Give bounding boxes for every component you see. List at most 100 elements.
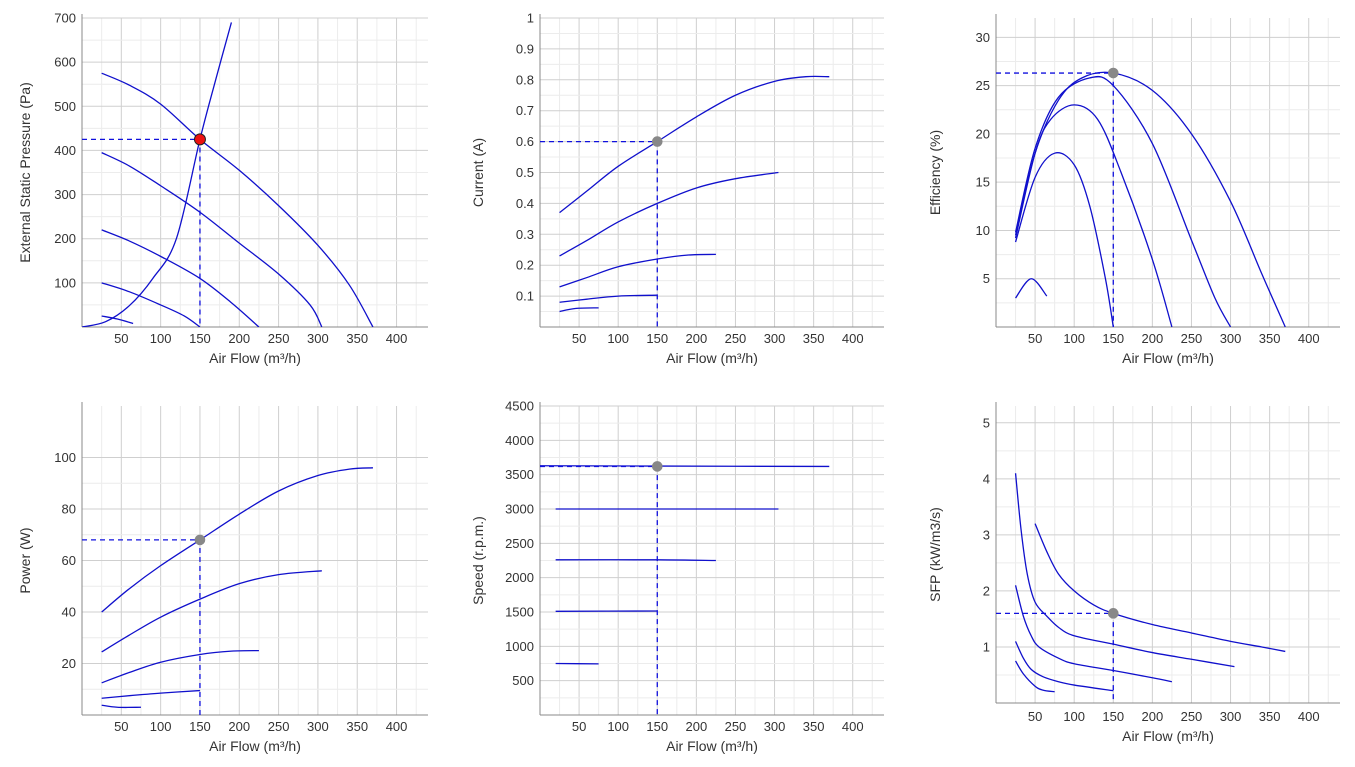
y-tick-label: 0.4: [516, 196, 534, 211]
y-axis-title: Current (A): [470, 138, 486, 207]
y-tick-label: 15: [976, 175, 990, 190]
series-line-2: [559, 171, 779, 257]
y-tick-label: 80: [62, 502, 76, 517]
y-tick-label: 3500: [505, 467, 534, 482]
y-tick-label: 40: [62, 605, 76, 620]
x-tick-label: 150: [646, 331, 668, 346]
x-tick-label: 200: [1142, 331, 1164, 346]
y-tick-label: 4: [983, 471, 990, 486]
y-tick-label: 0.6: [516, 134, 534, 149]
x-tick-label: 100: [150, 331, 172, 346]
y-tick-label: 0.8: [516, 72, 534, 87]
x-tick-label: 150: [646, 719, 668, 734]
x-tick-label: 350: [1259, 709, 1281, 724]
series-line-3: [101, 649, 259, 684]
series-line-2: [1014, 473, 1235, 668]
x-tick-label: 250: [1181, 709, 1203, 724]
series-line-5: [1014, 660, 1055, 693]
y-tick-label: 2500: [505, 536, 534, 551]
y-tick-label: 300: [54, 187, 76, 202]
y-tick-label: 500: [512, 673, 534, 688]
x-tick-label: 250: [268, 719, 290, 734]
x-tick-label: 400: [1298, 331, 1320, 346]
operating-point-marker[interactable]: [651, 461, 663, 472]
series-line-1: [1034, 523, 1286, 653]
y-tick-label: 10: [976, 223, 990, 238]
chart-4: 50 100 150 200 250 300 350 400 20 40 60 80 100 Air Fl…: [17, 402, 428, 754]
series-line-1: [559, 75, 830, 214]
series-line-5: [101, 315, 134, 325]
operating-point-marker[interactable]: [651, 136, 663, 147]
series-line-4: [1014, 641, 1114, 692]
x-tick-label: 350: [346, 719, 368, 734]
x-tick-label: 350: [346, 331, 368, 346]
x-tick-label: 250: [725, 719, 747, 734]
operating-point-marker[interactable]: [193, 133, 206, 146]
x-tick-label: 400: [386, 719, 408, 734]
y-tick-label: 200: [54, 231, 76, 246]
x-tick-label: 300: [764, 719, 786, 734]
operating-point-marker[interactable]: [1107, 608, 1119, 619]
x-axis-title: Air Flow (m³/h): [1122, 350, 1214, 366]
y-tick-label: 0.3: [516, 227, 534, 242]
series-line-3: [1014, 104, 1173, 327]
x-tick-label: 200: [228, 331, 250, 346]
y-tick-label: 1: [527, 11, 534, 26]
x-tick-label: 200: [1142, 709, 1164, 724]
series-line-1: [101, 72, 374, 327]
x-tick-label: 200: [686, 331, 708, 346]
x-tick-label: 400: [842, 719, 864, 734]
chart-2: 50 100 150 200 250 300 350 400 0.1 0.2 0.3 0.4 0.5 0.…: [470, 11, 884, 366]
chart-3: 50 100 150 200 250 300 350 400 5 10 15 20 25 30 Air Fl…: [927, 14, 1340, 366]
x-tick-label: 150: [1102, 331, 1124, 346]
y-tick-label: 1500: [505, 605, 534, 620]
y-axis-title: SFP (kW/m3/s): [927, 507, 943, 602]
x-tick-label: 100: [607, 331, 629, 346]
x-tick-label: 250: [268, 331, 290, 346]
series-line-3: [101, 229, 260, 327]
x-tick-label: 50: [1028, 331, 1042, 346]
chart-6: 50 100 150 200 250 300 350 400 1 2 3 4 5 Air Flow (m³…: [927, 402, 1340, 744]
x-axis-title: Air Flow (m³/h): [209, 738, 301, 754]
y-tick-label: 600: [54, 55, 76, 70]
x-axis-title: Air Flow (m³/h): [666, 738, 758, 754]
y-tick-label: 20: [62, 656, 76, 671]
x-tick-label: 350: [803, 719, 825, 734]
x-tick-label: 100: [1063, 709, 1085, 724]
operating-point-marker[interactable]: [1107, 67, 1119, 79]
x-tick-label: 150: [1102, 709, 1124, 724]
x-tick-label: 400: [842, 331, 864, 346]
x-tick-label: 300: [764, 331, 786, 346]
y-tick-label: 4000: [505, 433, 534, 448]
y-tick-label: 30: [976, 30, 990, 45]
x-axis-title: Air Flow (m³/h): [666, 350, 758, 366]
series-line-5: [1015, 278, 1048, 299]
y-tick-label: 0.9: [516, 41, 534, 56]
series-line-2: [101, 570, 322, 653]
y-tick-label: 60: [62, 553, 76, 568]
x-tick-label: 150: [189, 331, 211, 346]
series-line-3: [555, 559, 716, 562]
chart-5: 50 100 150 200 250 300 350 400 500 1000 1500 2000 25…: [470, 399, 884, 754]
y-tick-label: 1000: [505, 639, 534, 654]
x-tick-label: 200: [686, 719, 708, 734]
x-tick-label: 300: [307, 331, 329, 346]
y-axis-title: Power (W): [17, 527, 33, 593]
y-tick-label: 100: [54, 450, 76, 465]
y-tick-label: 0.7: [516, 103, 534, 118]
series-line-2: [101, 152, 323, 327]
series-line-4: [559, 294, 658, 303]
y-tick-label: 100: [54, 275, 76, 290]
series-line-1: [1014, 71, 1286, 327]
y-tick-label: 5: [983, 271, 990, 286]
series-line-1: [101, 467, 373, 613]
y-axis-title: Speed (r.p.m.): [470, 516, 486, 605]
x-tick-label: 400: [386, 331, 408, 346]
operating-point-marker[interactable]: [194, 534, 206, 546]
x-tick-label: 100: [1063, 331, 1085, 346]
x-tick-label: 350: [1259, 331, 1281, 346]
y-tick-label: 1: [983, 639, 990, 654]
x-tick-label: 300: [307, 719, 329, 734]
y-tick-label: 25: [976, 78, 990, 93]
